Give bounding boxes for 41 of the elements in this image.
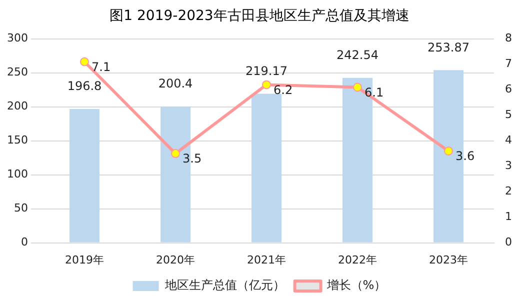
data-label: 3.5 (182, 152, 202, 166)
y-tick-label: 300 (6, 32, 28, 45)
y2-tick-label: 3 (505, 159, 512, 172)
y-tick-label: 250 (6, 66, 28, 79)
data-label: 6.1 (364, 85, 384, 100)
x-tick-label: 2019年 (64, 253, 104, 266)
point (262, 80, 271, 90)
x-tick-label: 2023年 (429, 253, 468, 266)
legend-label: 地区生产总值（亿元） (164, 278, 285, 292)
bar (69, 108, 100, 242)
point (80, 57, 89, 66)
y2-tick-label: 1 (505, 210, 512, 224)
y2-tick-label: 7 (505, 57, 512, 70)
y-tick-label: 150 (6, 134, 28, 147)
chart-title: 图1 2019-2023年古田县地区生产总值及其增速 (110, 8, 410, 24)
data-label: 7.1 (91, 60, 111, 74)
y-tick-label: 50 (14, 202, 28, 215)
x-tick-label: 2022年 (338, 253, 377, 266)
y-tick-label: 200 (6, 100, 28, 113)
y2-tick-label: 6 (505, 82, 512, 96)
point (444, 146, 453, 156)
bar (251, 94, 282, 242)
point (353, 82, 362, 92)
x-tick-label: 2021年 (247, 253, 286, 266)
x-tick-label: 2020年 (156, 253, 195, 266)
y2-tick-label: 0 (505, 236, 512, 249)
data-label: 219.17 (246, 64, 288, 78)
point (171, 149, 180, 158)
data-label: 6.2 (274, 82, 293, 97)
y2-tick-label: 5 (505, 108, 512, 122)
data-label: 196.8 (67, 79, 102, 94)
y-tick-label: 100 (6, 168, 28, 181)
y2-tick-label: 2 (505, 184, 512, 198)
data-label: 200.4 (158, 76, 193, 91)
y2-tick-label: 8 (505, 32, 512, 45)
y-tick-label: 0 (20, 236, 28, 249)
y2-tick-label: 4 (505, 134, 512, 147)
data-label: 242.54 (336, 48, 378, 62)
data-label: 3.6 (456, 149, 475, 164)
data-label: 253.87 (428, 40, 470, 54)
legend-label: 增长（%） (326, 278, 386, 292)
